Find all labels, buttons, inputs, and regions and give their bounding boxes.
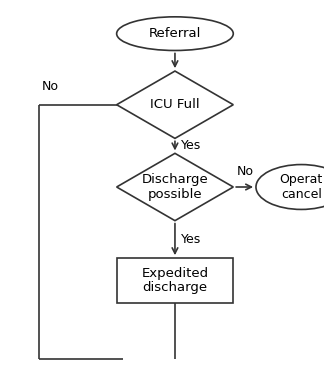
Bar: [117, 258, 233, 303]
Text: ICU Full: ICU Full: [150, 98, 200, 111]
Text: Discharge
possible: Discharge possible: [142, 173, 208, 201]
Text: Expedited
discharge: Expedited discharge: [141, 267, 209, 294]
Text: Referral: Referral: [149, 27, 201, 40]
Text: No: No: [237, 165, 253, 178]
Text: Yes: Yes: [181, 140, 202, 152]
Text: Operat
cancel: Operat cancel: [280, 173, 323, 201]
Text: Yes: Yes: [181, 233, 202, 246]
Text: No: No: [42, 80, 59, 94]
